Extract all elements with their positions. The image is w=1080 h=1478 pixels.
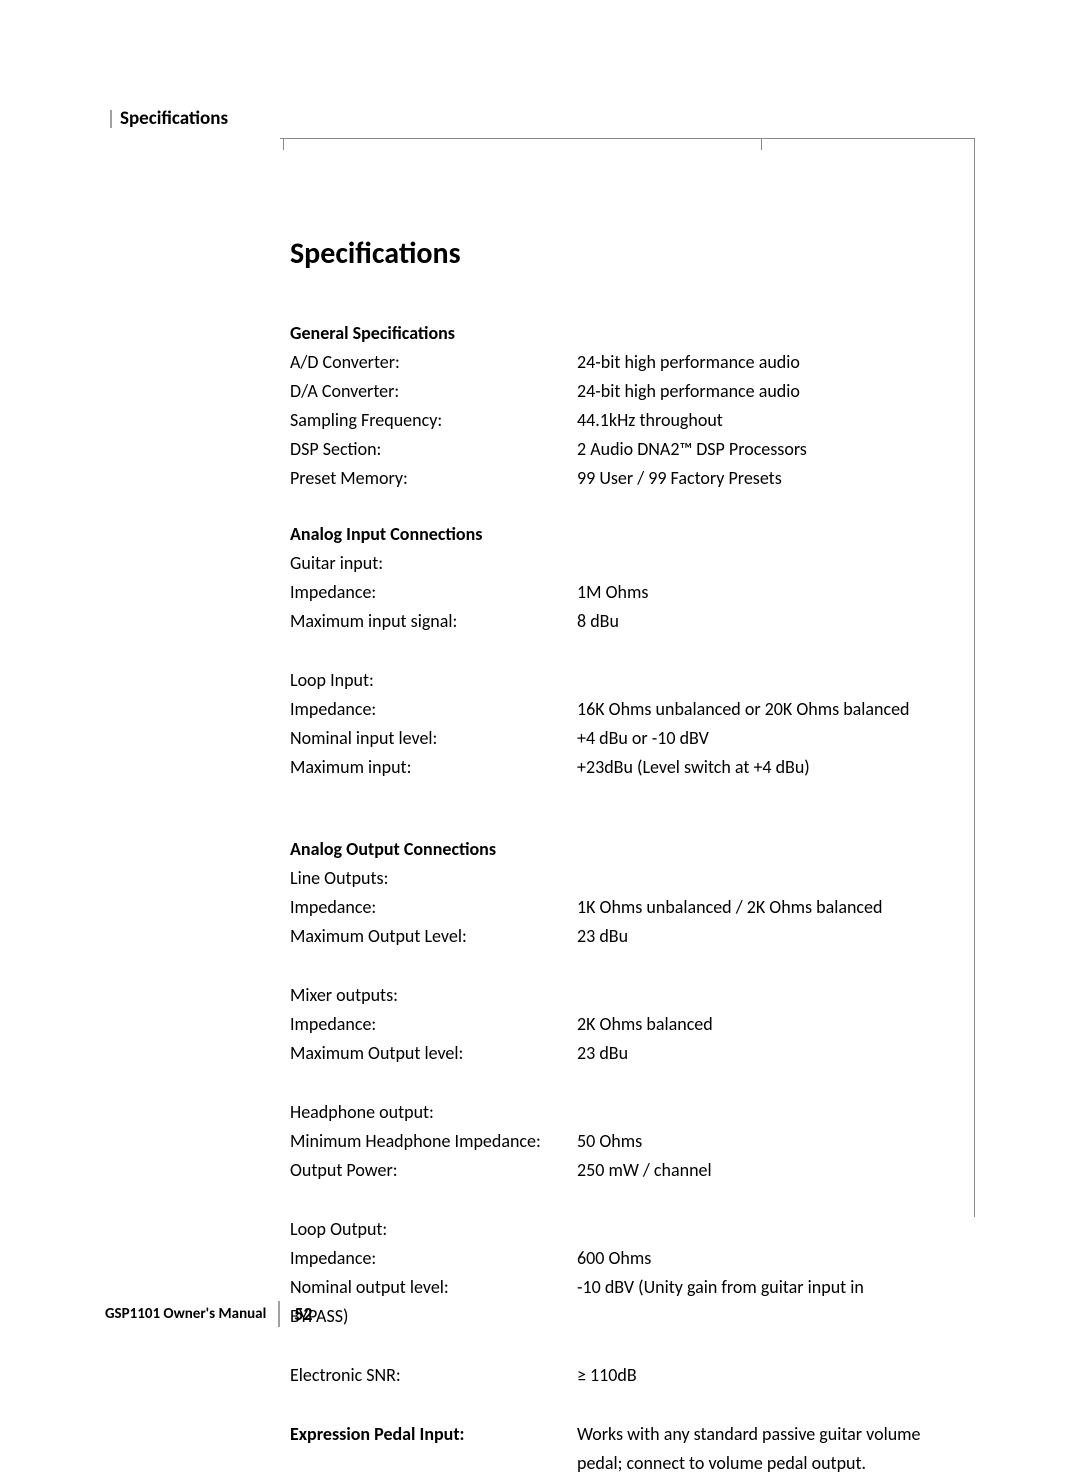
spec-label: Maximum Output level:: [290, 1039, 577, 1068]
spec-value: 50 Ohms: [577, 1127, 965, 1156]
footer: GSP1101 Owner's Manual 52: [105, 1301, 313, 1327]
spec-value: 24-bit high performance audio: [577, 377, 965, 406]
spec-label: Impedance:: [290, 695, 577, 724]
section-heading-analog-input: Analog Input Connections: [290, 523, 965, 545]
spec-label: Minimum Headphone Impedance:: [290, 1127, 577, 1156]
expression-pedal-row: Expression Pedal Input: Works with any s…: [290, 1420, 965, 1478]
spec-row: Impedance: 1M Ohms: [290, 578, 965, 607]
section-heading-analog-output: Analog Output Connections: [290, 838, 965, 860]
spec-value: -10 dBV (Unity gain from guitar input in: [577, 1273, 965, 1302]
spec-label: Maximum input signal:: [290, 607, 577, 636]
sub-label-loop-input: Loop Input:: [290, 666, 965, 695]
spec-row: Sampling Frequency: 44.1kHz throughout: [290, 406, 965, 435]
spec-row: Impedance: 600 Ohms: [290, 1244, 965, 1273]
spec-row: Nominal input level: +4 dBu or -10 dBV: [290, 724, 965, 753]
spec-value: 600 Ohms: [577, 1244, 965, 1273]
footer-page-number: 52: [280, 1303, 312, 1325]
spec-value: 1K Ohms unbalanced / 2K Ohms balanced: [577, 893, 965, 922]
spec-value: ≥ 110dB: [577, 1361, 965, 1390]
spec-label: Impedance:: [290, 893, 577, 922]
spec-value: 16K Ohms unbalanced or 20K Ohms balanced: [577, 695, 965, 724]
spec-row: D/A Converter: 24-bit high performance a…: [290, 377, 965, 406]
spec-label: A/D Converter:: [290, 348, 577, 377]
spec-row: DSP Section: 2 Audio DNA2™ DSP Processor…: [290, 435, 965, 464]
spec-label: Preset Memory:: [290, 464, 577, 493]
spec-value: 44.1kHz throughout: [577, 406, 965, 435]
spec-label: Nominal output level:: [290, 1273, 577, 1302]
spec-row: Impedance: 16K Ohms unbalanced or 20K Oh…: [290, 695, 965, 724]
sub-label-loop-output: Loop Output:: [290, 1215, 965, 1244]
spec-row: Output Power: 250 mW / channel: [290, 1156, 965, 1185]
bypass-label: BYPASS): [290, 1302, 965, 1331]
spec-label: Maximum Output Level:: [290, 922, 577, 951]
spec-value: +23dBu (Level switch at +4 dBu): [577, 753, 965, 782]
spec-row: Maximum Output level: 23 dBu: [290, 1039, 965, 1068]
spec-row: Maximum input signal: 8 dBu: [290, 607, 965, 636]
spec-row: Preset Memory: 99 User / 99 Factory Pres…: [290, 464, 965, 493]
spec-label: DSP Section:: [290, 435, 577, 464]
spec-label: Maximum input:: [290, 753, 577, 782]
spec-value: 23 dBu: [577, 1039, 965, 1068]
spec-row: Maximum Output Level: 23 dBu: [290, 922, 965, 951]
spec-value: 23 dBu: [577, 922, 965, 951]
section-heading-expression: Expression Pedal Input:: [290, 1420, 577, 1478]
spec-label: Impedance:: [290, 578, 577, 607]
spec-row: Maximum input: +23dBu (Level switch at +…: [290, 753, 965, 782]
spec-value: 250 mW / channel: [577, 1156, 965, 1185]
expression-value: Works with any standard passive guitar v…: [577, 1420, 965, 1478]
sub-label-guitar: Guitar input:: [290, 549, 965, 578]
spec-label: Sampling Frequency:: [290, 406, 577, 435]
spec-row: Minimum Headphone Impedance: 50 Ohms: [290, 1127, 965, 1156]
spec-value: 2K Ohms balanced: [577, 1010, 965, 1039]
spec-value: 99 User / 99 Factory Presets: [577, 464, 965, 493]
spec-value: 1M Ohms: [577, 578, 965, 607]
spec-row: Impedance: 1K Ohms unbalanced / 2K Ohms …: [290, 893, 965, 922]
spec-label: Impedance:: [290, 1244, 577, 1273]
sub-label-mixer-outputs: Mixer outputs:: [290, 981, 965, 1010]
spec-row: Impedance: 2K Ohms balanced: [290, 1010, 965, 1039]
footer-manual-title: GSP1101 Owner's Manual: [105, 1305, 278, 1323]
page-title: Specifications: [290, 235, 965, 272]
spec-label: Impedance:: [290, 1010, 577, 1039]
sub-label-line-outputs: Line Outputs:: [290, 864, 965, 893]
content-body: Specifications General Specifications A/…: [290, 235, 965, 1478]
spec-label: Output Power:: [290, 1156, 577, 1185]
section-heading-general: General Specifications: [290, 322, 965, 344]
spec-value: 24-bit high performance audio: [577, 348, 965, 377]
spec-label: Electronic SNR:: [290, 1361, 577, 1390]
spec-label: D/A Converter:: [290, 377, 577, 406]
spec-label: Nominal input level:: [290, 724, 577, 753]
spec-value: 2 Audio DNA2™ DSP Processors: [577, 435, 965, 464]
spec-row: Nominal output level: -10 dBV (Unity gai…: [290, 1273, 965, 1302]
spec-row: A/D Converter: 24-bit high performance a…: [290, 348, 965, 377]
sub-label-headphone-output: Headphone output:: [290, 1098, 965, 1127]
spec-row: Electronic SNR: ≥ 110dB: [290, 1361, 965, 1390]
spec-value: 8 dBu: [577, 607, 965, 636]
header-section-title: Specifications: [110, 110, 975, 128]
spec-value: +4 dBu or -10 dBV: [577, 724, 965, 753]
